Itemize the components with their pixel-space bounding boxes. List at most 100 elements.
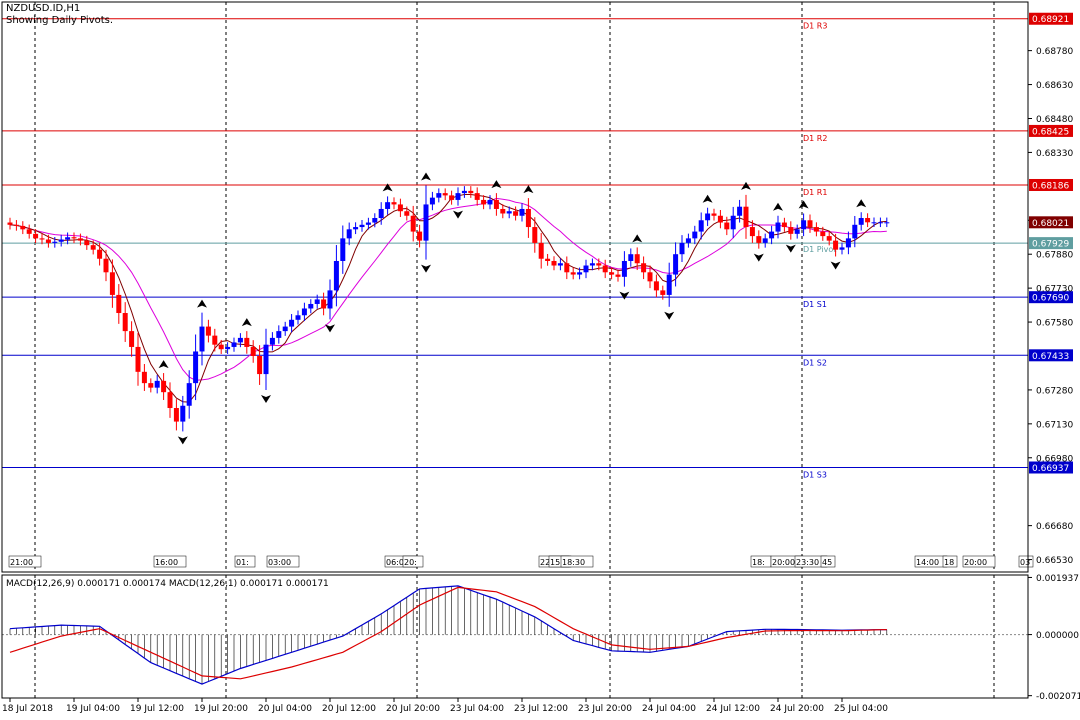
fractal-down-arrow — [325, 324, 335, 333]
price-tag: 0.68425 — [1032, 127, 1069, 137]
fractal-up-arrow — [491, 180, 502, 189]
fractal-up-arrow — [702, 194, 713, 203]
candle-body — [97, 249, 103, 259]
candle-body — [237, 337, 243, 343]
price-tick-label: 0.68630 — [1036, 81, 1073, 91]
candle-body — [231, 342, 237, 347]
candle-body — [269, 337, 275, 345]
candle-body — [250, 346, 256, 356]
candle-body — [141, 371, 147, 384]
candle-body — [39, 238, 45, 240]
x-tick-label: 24 Jul 04:00 — [642, 704, 696, 714]
x-tick-label: 20 Jul 04:00 — [258, 704, 312, 714]
session-label: 03 — [1020, 558, 1030, 567]
candle-body — [84, 240, 90, 246]
candle-body — [301, 308, 307, 316]
candle-body — [506, 211, 512, 214]
candle-body — [353, 227, 359, 230]
ma-fast-line — [9, 194, 887, 403]
session-label-box — [942, 555, 958, 568]
price-panel-frame — [1, 1, 1029, 573]
macd-panel-frame — [1, 574, 1029, 699]
candle-body — [634, 254, 640, 264]
candle-body — [193, 351, 199, 384]
candle-body — [794, 229, 800, 234]
fractal-up-arrow — [856, 199, 867, 208]
session-label-box — [560, 555, 594, 568]
candle-body — [397, 204, 403, 212]
candle-body — [596, 263, 602, 266]
session-label-box — [234, 555, 256, 568]
candle-body — [449, 195, 455, 200]
candle-body — [65, 237, 71, 240]
candle-body — [295, 315, 301, 320]
price-tag-bg — [1029, 237, 1073, 250]
candle-body — [666, 274, 672, 295]
pivot-line-label: D1 R2 — [803, 134, 827, 143]
fractal-up-arrow — [197, 299, 207, 308]
session-label: 18:30 — [562, 558, 585, 567]
candle-body — [615, 274, 621, 277]
candle-body — [865, 218, 871, 223]
session-label: 45 — [822, 558, 832, 567]
session-label: 21:00 — [10, 558, 33, 567]
candle-body — [711, 213, 717, 216]
candle-body — [717, 215, 723, 223]
candle-body — [557, 263, 563, 266]
candle-body — [135, 346, 141, 372]
candle-body — [308, 303, 314, 309]
session-label: 23:30 — [796, 558, 819, 567]
candle-body — [647, 272, 653, 282]
candle-body — [218, 344, 224, 350]
candle-body — [314, 299, 320, 304]
session-label: 01: — [236, 558, 249, 567]
price-tick-label: 0.68780 — [1036, 47, 1073, 57]
macd-tick-label: 0.001937 — [1036, 574, 1079, 584]
candle-body — [180, 405, 186, 422]
price-tag-bg — [1029, 178, 1073, 191]
candle-body — [621, 260, 627, 277]
candle-body — [116, 294, 122, 314]
fractal-up-arrow — [523, 185, 534, 194]
candle-body — [372, 218, 378, 223]
x-tick-label: 20 Jul 12:00 — [322, 704, 376, 714]
session-label: 18 — [944, 558, 954, 567]
candle-body — [225, 346, 231, 350]
session-label: 14:00 — [916, 558, 939, 567]
candle-body — [410, 215, 416, 232]
symbol-title: NZDUSD.ID,H1 — [6, 3, 81, 14]
price-tick-label: 0.68330 — [1036, 149, 1073, 159]
session-label-box — [1018, 555, 1034, 568]
macd-tick-label: 0.000000 — [1036, 631, 1079, 641]
fractal-down-arrow — [421, 264, 431, 273]
price-tag: 0.67690 — [1032, 294, 1069, 304]
price-tick-label: 0.67580 — [1036, 319, 1073, 329]
fractal-down-arrow — [664, 311, 675, 320]
price-tag: 0.67929 — [1032, 240, 1069, 250]
candle-body — [276, 331, 282, 338]
candle-body — [743, 206, 749, 228]
candle-body — [365, 222, 371, 225]
candle-body — [845, 238, 851, 248]
candle-body — [33, 233, 39, 239]
candle-body — [769, 231, 775, 239]
fractal-down-arrow — [830, 261, 841, 270]
price-panel: D1 R3 D1 R2 D1 R1 D1 Pivot D1 S1 D1 S2 D1 S3 21… — [2, 18, 1034, 568]
fractal-down-arrow — [261, 395, 271, 404]
fractal-up-arrow — [773, 202, 783, 211]
candle-body — [749, 227, 755, 237]
candle-body — [7, 222, 13, 225]
candle-body — [653, 281, 659, 291]
x-tick-label: 19 Jul 04:00 — [66, 704, 120, 714]
session-label-box — [962, 555, 996, 568]
fractal-down-arrow — [177, 436, 188, 445]
candle-body — [26, 229, 32, 234]
fractal-up-arrow — [241, 318, 252, 327]
price-tick-label: 0.67280 — [1036, 386, 1073, 396]
candle-body — [577, 272, 583, 275]
session-label: 16:00 — [155, 558, 178, 567]
candle-body — [762, 238, 768, 243]
x-tick-label: 23 Jul 12:00 — [514, 704, 568, 714]
candle-body — [513, 211, 519, 216]
candle-body — [90, 245, 96, 250]
